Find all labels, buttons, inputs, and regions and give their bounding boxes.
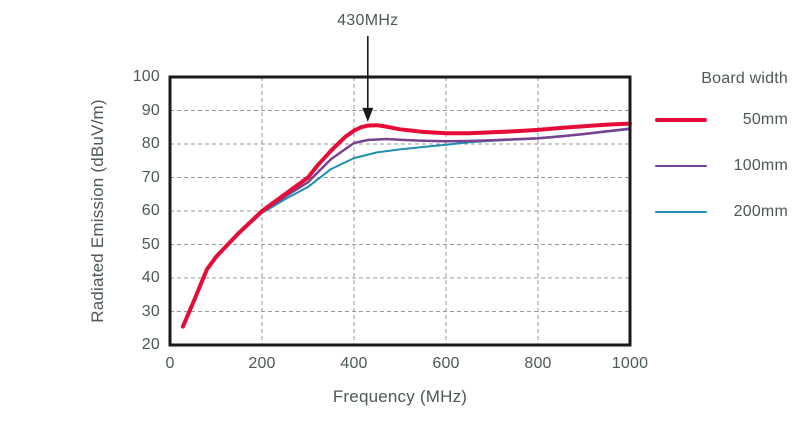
- legend-label: 100mm: [733, 157, 788, 174]
- series-lines: [180, 121, 632, 329]
- legend-label: 200mm: [733, 203, 788, 220]
- legend-items: 50mm 100mm 200mm: [652, 97, 788, 235]
- series-line-200mm: [181, 128, 631, 328]
- legend: Board width 50mm 100mm 200mm: [652, 70, 788, 235]
- arrow-head: [362, 107, 374, 122]
- legend-line-swatch: [655, 211, 707, 213]
- gridlines: [170, 77, 630, 345]
- annotation-label: 430MHz: [337, 12, 399, 29]
- series-line-100mm: [181, 127, 632, 328]
- y-tick-label: 40: [141, 269, 160, 286]
- y-tick-label: 100: [132, 68, 160, 85]
- plot-frame: [168, 75, 632, 347]
- x-tick-label: 0: [165, 355, 175, 372]
- y-tick-label: 70: [141, 168, 160, 186]
- x-axis-title: Frequency (MHz): [332, 387, 468, 406]
- legend-item-200mm: 200mm: [652, 189, 788, 235]
- x-tick-label: 400: [340, 355, 368, 372]
- legend-line-swatch: [655, 164, 707, 168]
- legend-item-50mm: 50mm: [652, 97, 788, 143]
- y-tick-label: 20: [141, 336, 160, 353]
- x-tick-label: 600: [432, 355, 460, 372]
- annotation-arrow: [362, 36, 374, 122]
- legend-line-swatch: [655, 118, 707, 122]
- y-axis-title: Radiated Emission (dBuV/m): [88, 99, 107, 323]
- y-tick-label: 60: [141, 202, 160, 219]
- y-tick-label: 80: [141, 135, 160, 152]
- legend-label: 50mm: [742, 111, 788, 128]
- series-line-50mm: [180, 121, 632, 329]
- y-tick-label: 30: [141, 302, 160, 320]
- x-tick-label: 800: [524, 355, 552, 372]
- legend-title: Board width: [701, 70, 788, 87]
- y-tick-label: 50: [141, 235, 160, 253]
- x-tick-label: 200: [248, 355, 276, 372]
- y-tick-label: 90: [141, 101, 160, 119]
- x-tick-label: 1000: [611, 355, 649, 372]
- legend-item-100mm: 100mm: [652, 143, 788, 189]
